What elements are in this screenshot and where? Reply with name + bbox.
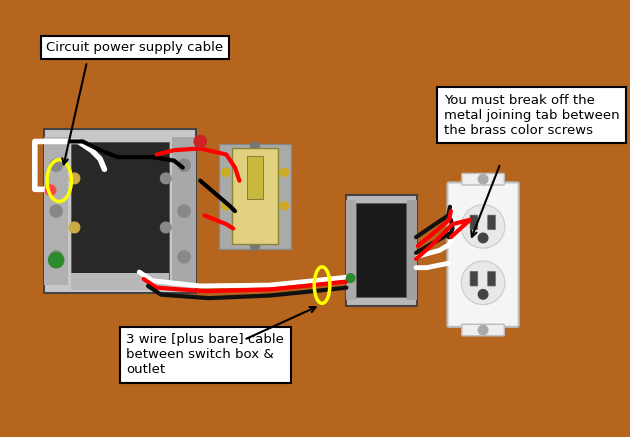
FancyBboxPatch shape: [470, 271, 478, 286]
Bar: [407, 200, 417, 300]
Bar: [345, 200, 355, 300]
Circle shape: [194, 135, 206, 148]
Circle shape: [178, 251, 190, 263]
Bar: [219, 144, 291, 249]
Circle shape: [49, 253, 64, 268]
Bar: [232, 149, 278, 244]
Circle shape: [280, 168, 289, 177]
Circle shape: [45, 185, 55, 195]
FancyBboxPatch shape: [44, 129, 197, 293]
Circle shape: [478, 325, 488, 335]
Circle shape: [280, 202, 289, 210]
Circle shape: [478, 174, 488, 184]
Circle shape: [161, 222, 171, 233]
Circle shape: [461, 205, 505, 248]
Circle shape: [178, 205, 190, 217]
Bar: [356, 204, 406, 297]
Bar: [345, 194, 417, 306]
Circle shape: [251, 242, 260, 250]
Bar: [172, 138, 197, 285]
Circle shape: [69, 222, 80, 233]
Circle shape: [50, 251, 62, 263]
FancyBboxPatch shape: [462, 173, 504, 185]
Circle shape: [251, 142, 260, 151]
Circle shape: [50, 205, 62, 217]
Circle shape: [222, 168, 230, 177]
Bar: [247, 156, 263, 199]
Circle shape: [478, 290, 488, 299]
Circle shape: [69, 173, 80, 184]
FancyBboxPatch shape: [470, 215, 478, 229]
Text: Circuit power supply cable: Circuit power supply cable: [47, 41, 224, 54]
Circle shape: [178, 159, 190, 171]
FancyBboxPatch shape: [462, 324, 504, 336]
Circle shape: [346, 274, 355, 282]
FancyBboxPatch shape: [447, 182, 518, 327]
FancyBboxPatch shape: [488, 271, 495, 286]
Bar: [71, 142, 169, 280]
Circle shape: [50, 159, 62, 171]
Circle shape: [222, 202, 230, 210]
FancyBboxPatch shape: [488, 215, 495, 229]
Bar: [71, 273, 169, 290]
Text: 3 wire [plus bare] cable
between switch box &
outlet: 3 wire [plus bare] cable between switch …: [126, 333, 284, 376]
Circle shape: [478, 233, 488, 243]
Circle shape: [461, 261, 505, 305]
Bar: [44, 138, 68, 285]
Text: You must break off the
metal joining tab between
the brass color screws: You must break off the metal joining tab…: [444, 94, 619, 137]
Circle shape: [161, 173, 171, 184]
